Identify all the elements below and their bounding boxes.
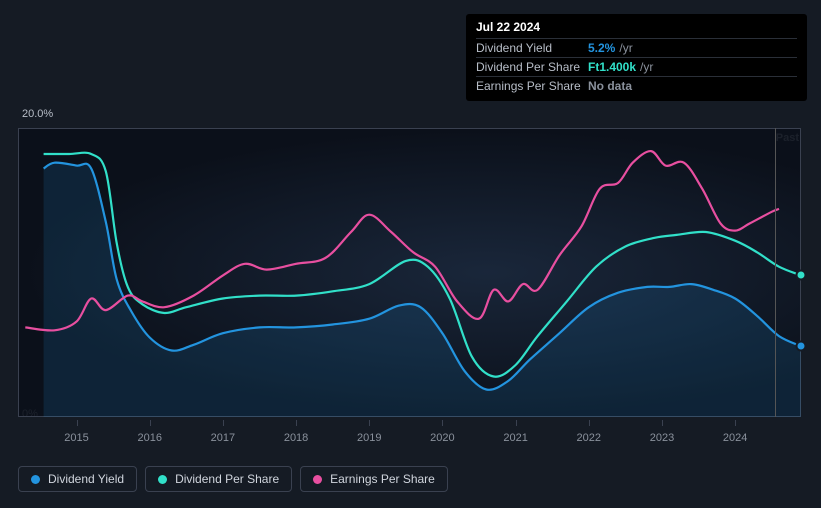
x-tick-line xyxy=(296,420,297,426)
tooltip-row: Dividend Yield5.2% /yr xyxy=(476,38,797,57)
chart-plot-area[interactable] xyxy=(18,128,801,417)
tooltip-row-label: Earnings Per Share xyxy=(476,79,588,93)
x-tick-label: 2024 xyxy=(723,432,747,444)
tooltip-row-label: Dividend Per Share xyxy=(476,60,588,74)
chart-svg xyxy=(18,128,801,417)
legend-chip[interactable]: Earnings Per Share xyxy=(300,466,448,492)
x-axis: 2015201620172018201920202021202220232024 xyxy=(18,420,801,440)
x-tick-label: 2015 xyxy=(64,432,88,444)
tooltip-row: Dividend Per ShareFt1.400k/yr xyxy=(476,57,797,76)
x-tick-label: 2022 xyxy=(577,432,601,444)
x-tick-line xyxy=(589,420,590,426)
tooltip-row-label: Dividend Yield xyxy=(476,41,588,55)
x-tick-line xyxy=(150,420,151,426)
chart-container: Jul 22 2024 Dividend Yield5.2%/yrDividen… xyxy=(0,0,821,508)
legend-dot xyxy=(158,475,167,484)
x-tick-line xyxy=(662,420,663,426)
tooltip-row-unit: /yr xyxy=(619,41,632,55)
legend-label: Dividend Yield xyxy=(48,472,124,486)
tooltip-date: Jul 22 2024 xyxy=(476,20,797,34)
tooltip-row-value: No data xyxy=(588,79,632,93)
tooltip: Jul 22 2024 Dividend Yield5.2%/yrDividen… xyxy=(466,14,807,101)
x-tick-label: 2017 xyxy=(211,432,235,444)
series-end-dot xyxy=(796,270,807,281)
tooltip-row-value: Ft1.400k xyxy=(588,60,636,74)
y-axis-top-label: 20.0% xyxy=(22,108,53,120)
legend-chip[interactable]: Dividend Per Share xyxy=(145,466,292,492)
x-tick-line xyxy=(223,420,224,426)
x-tick-line xyxy=(77,420,78,426)
area-dividend-yield xyxy=(44,163,801,417)
tooltip-row-value: 5.2% xyxy=(588,41,615,55)
legend-label: Dividend Per Share xyxy=(175,472,279,486)
x-tick-label: 2023 xyxy=(650,432,674,444)
legend-label: Earnings Per Share xyxy=(330,472,435,486)
x-tick-label: 2019 xyxy=(357,432,381,444)
legend-dot xyxy=(313,475,322,484)
cursor-line xyxy=(775,128,776,417)
x-tick-line xyxy=(442,420,443,426)
x-tick-label: 2020 xyxy=(430,432,454,444)
tooltip-row-unit: /yr xyxy=(640,60,653,74)
legend: Dividend Yield Dividend Per Share Earnings… xyxy=(18,466,448,492)
x-tick-label: 2021 xyxy=(503,432,527,444)
legend-chip[interactable]: Dividend Yield xyxy=(18,466,137,492)
x-tick-label: 2016 xyxy=(137,432,161,444)
x-tick-line xyxy=(735,420,736,426)
tooltip-row: Earnings Per ShareNo data xyxy=(476,76,797,95)
x-tick-line xyxy=(516,420,517,426)
series-end-dot xyxy=(796,341,807,352)
x-tick-line xyxy=(369,420,370,426)
legend-dot xyxy=(31,475,40,484)
x-tick-label: 2018 xyxy=(284,432,308,444)
